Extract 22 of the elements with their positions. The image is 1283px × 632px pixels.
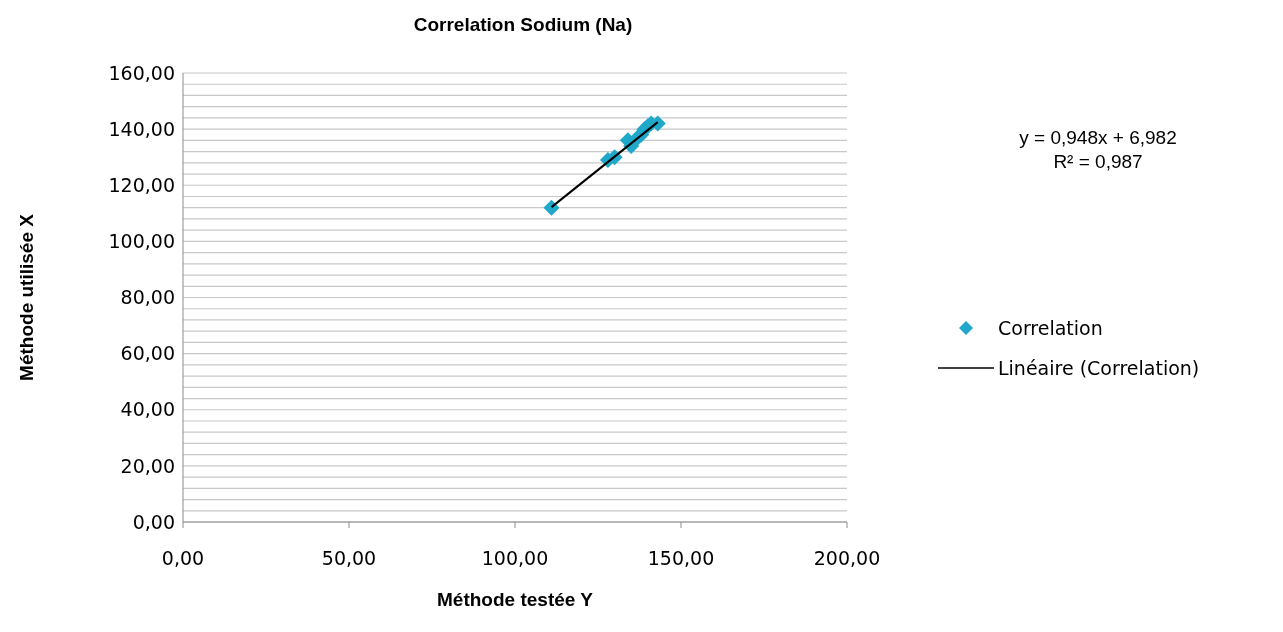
x-tick-label: 200,00 xyxy=(813,547,881,570)
legend-label: Correlation xyxy=(998,316,1103,341)
x-axis-title: Méthode testée Y xyxy=(437,589,594,610)
y-tick-label: 60,00 xyxy=(120,342,175,365)
text: R² = 0,987 xyxy=(1052,150,1144,174)
x-tick-label: 50,00 xyxy=(321,547,377,570)
x-tick-label: 0,00 xyxy=(161,547,205,570)
y-tick-label: 140,00 xyxy=(108,117,175,140)
text: y = 0,948x + 6,982 xyxy=(1018,126,1178,150)
y-tick-label: 100,00 xyxy=(108,230,175,253)
y-tick-label: 80,00 xyxy=(120,286,175,309)
chart-title: Correlation Sodium (Na) xyxy=(412,14,634,36)
y-tick-label: 160,00 xyxy=(108,61,175,84)
legend-label: Linéaire (Correlation) xyxy=(998,356,1200,381)
y-tick-label: 120,00 xyxy=(108,173,175,196)
y-axis-title: Méthode utilisée X xyxy=(15,213,37,381)
y-tick-label: 40,00 xyxy=(120,398,175,421)
point xyxy=(543,199,560,216)
y-tick-label: 0,00 xyxy=(132,510,175,533)
x-tick-label: 100,00 xyxy=(481,547,549,570)
y-tick-label: 20,00 xyxy=(120,454,175,477)
x-tick-label: 150,00 xyxy=(647,547,715,570)
